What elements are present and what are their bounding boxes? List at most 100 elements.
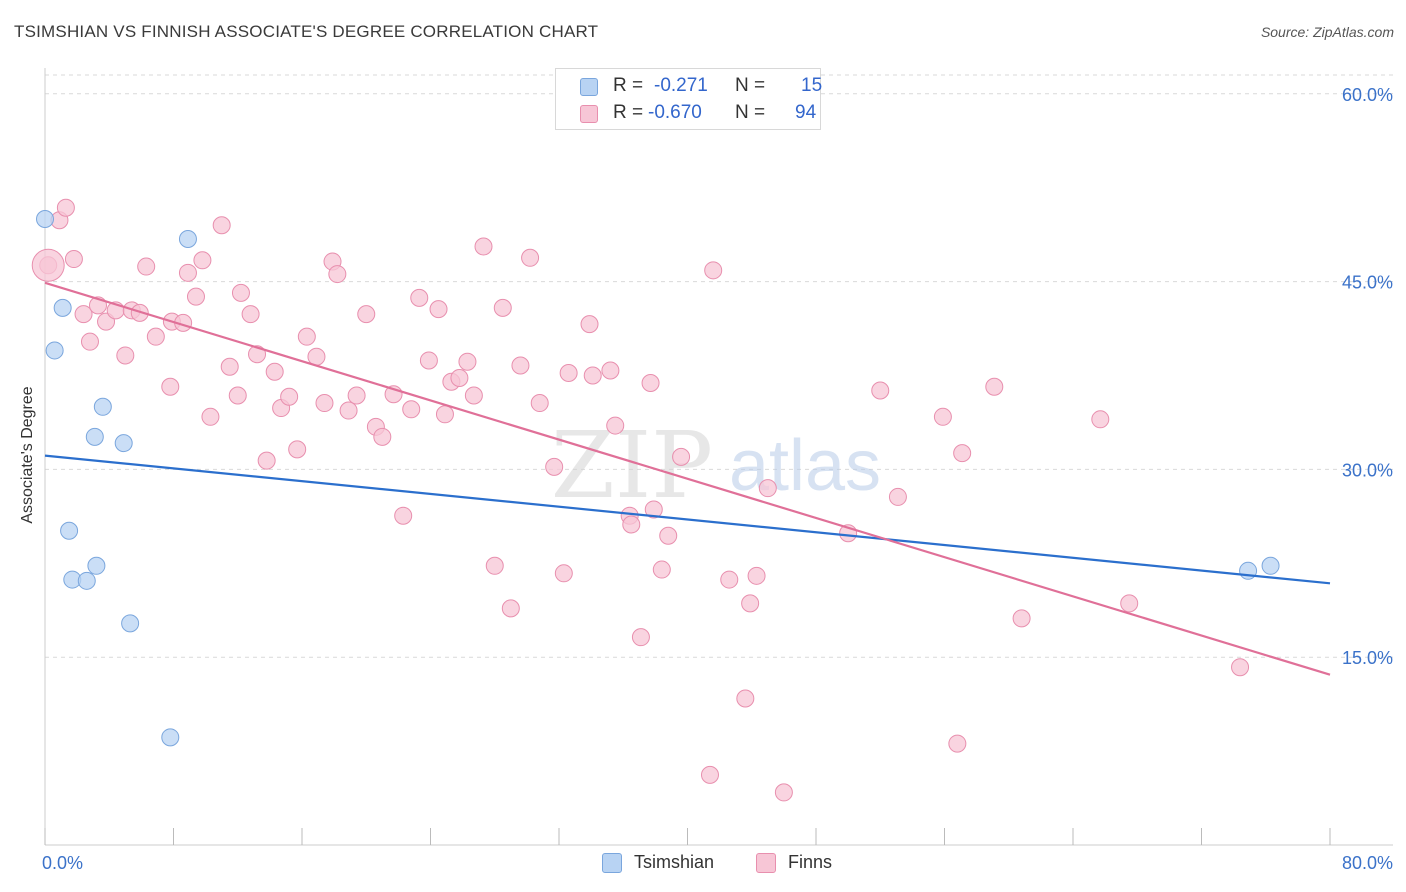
data-point-finns	[394, 506, 413, 525]
data-point-finns	[554, 564, 573, 583]
data-point-finns	[328, 265, 347, 284]
watermark-atlas: atlas	[729, 426, 881, 506]
data-point-finns	[257, 451, 276, 470]
data-point-finns-large	[31, 248, 65, 282]
x-tick-label: 0.0%	[42, 853, 83, 873]
data-point-finns	[402, 400, 421, 419]
axis-layer	[44, 68, 1393, 846]
legend-r-value: -0.670	[648, 102, 702, 123]
data-point-finns	[464, 386, 483, 405]
data-point-finns	[700, 765, 719, 784]
y-tick-label: 60.0%	[1342, 85, 1393, 105]
data-point-finns	[985, 377, 1004, 396]
data-point-finns	[137, 257, 156, 276]
data-point-tsimshian	[1261, 556, 1280, 575]
watermark-zip: ZIP	[551, 412, 713, 519]
legend-r-label: R =	[613, 75, 644, 96]
points-layer	[31, 198, 1280, 802]
x-tick-label: 80.0%	[1342, 853, 1393, 873]
data-point-finns	[559, 363, 578, 382]
data-point-finns	[201, 407, 220, 426]
tick-label-layer: 15.0% 30.0% 45.0% 60.0% 0.0% 80.0%	[42, 85, 1393, 873]
y-tick-label: 45.0%	[1342, 273, 1393, 293]
data-point-finns	[357, 305, 376, 324]
data-point-finns	[741, 594, 760, 613]
data-point-tsimshian	[45, 341, 64, 360]
chart-source: Source: ZipAtlas.com	[1260, 24, 1394, 40]
data-point-finns	[672, 447, 691, 466]
data-point-tsimshian	[36, 209, 54, 228]
data-point-tsimshian	[121, 614, 140, 633]
trend-line-finns	[44, 281, 1331, 676]
data-point-finns	[146, 327, 165, 346]
data-point-finns	[933, 407, 952, 426]
data-point-finns	[704, 261, 723, 280]
bottom-legend-label-tsimshian: Tsimshian	[634, 852, 715, 872]
data-point-finns	[288, 440, 307, 459]
data-point-finns	[347, 386, 366, 405]
data-point-finns	[178, 263, 197, 282]
data-point-finns	[186, 287, 205, 306]
data-point-finns	[241, 305, 260, 324]
data-point-finns	[641, 374, 660, 392]
data-point-finns	[212, 216, 231, 235]
data-point-finns	[193, 251, 212, 270]
chart-title: TSIMSHIAN VS FINNISH ASSOCIATE'S DEGREE …	[14, 22, 599, 41]
y-tick-label: 30.0%	[1342, 460, 1393, 480]
data-point-tsimshian	[77, 571, 96, 590]
data-point-finns	[56, 198, 75, 217]
data-point-tsimshian	[178, 230, 197, 249]
data-point-tsimshian	[60, 521, 79, 540]
data-point-finns	[231, 283, 250, 302]
legend-n-label: N =	[735, 75, 766, 96]
data-point-finns	[545, 457, 564, 476]
data-point-finns	[74, 305, 93, 324]
bottom-legend-label-finns: Finns	[788, 852, 833, 872]
data-point-finns	[606, 416, 625, 435]
data-point-finns	[583, 366, 602, 385]
data-point-finns	[248, 345, 267, 364]
trend-layer	[44, 281, 1331, 676]
data-point-finns	[1120, 594, 1139, 613]
data-point-finns	[80, 332, 99, 351]
legend-swatch-tsimshian	[580, 78, 598, 96]
data-point-finns	[511, 356, 530, 375]
data-point-finns	[747, 566, 766, 585]
data-point-finns	[265, 362, 284, 381]
data-point-finns	[410, 288, 429, 307]
legend-n-value: 15	[801, 75, 823, 96]
data-point-finns	[758, 479, 777, 498]
data-point-finns	[521, 248, 540, 267]
data-point-tsimshian	[93, 397, 112, 416]
data-point-tsimshian	[85, 427, 104, 446]
data-point-tsimshian	[114, 434, 133, 453]
data-point-finns	[622, 515, 641, 534]
data-point-tsimshian	[87, 556, 106, 575]
data-point-finns	[501, 599, 520, 618]
data-point-finns	[601, 361, 620, 380]
data-point-finns	[116, 346, 135, 365]
data-point-finns	[774, 783, 793, 802]
data-point-finns	[652, 560, 671, 579]
bottom-legend-swatch-tsimshian	[602, 853, 622, 873]
data-point-finns	[419, 351, 438, 370]
data-point-finns	[315, 394, 334, 413]
data-point-finns	[450, 368, 469, 387]
data-point-finns	[1012, 609, 1031, 628]
data-point-finns	[1231, 658, 1250, 677]
data-point-finns	[474, 237, 493, 256]
data-point-finns	[644, 500, 663, 519]
watermark: ZIP atlas	[551, 412, 881, 519]
legend-n-label: N =	[735, 102, 766, 123]
data-point-finns	[530, 394, 549, 413]
data-point-finns	[429, 300, 448, 319]
data-point-finns	[953, 444, 972, 463]
data-point-finns	[458, 352, 477, 371]
bottom-legend-swatch-finns	[756, 853, 776, 873]
data-point-finns	[228, 386, 247, 405]
data-point-tsimshian	[161, 728, 180, 747]
data-point-finns	[297, 327, 316, 346]
data-point-finns	[307, 347, 326, 366]
data-point-finns	[493, 298, 512, 317]
